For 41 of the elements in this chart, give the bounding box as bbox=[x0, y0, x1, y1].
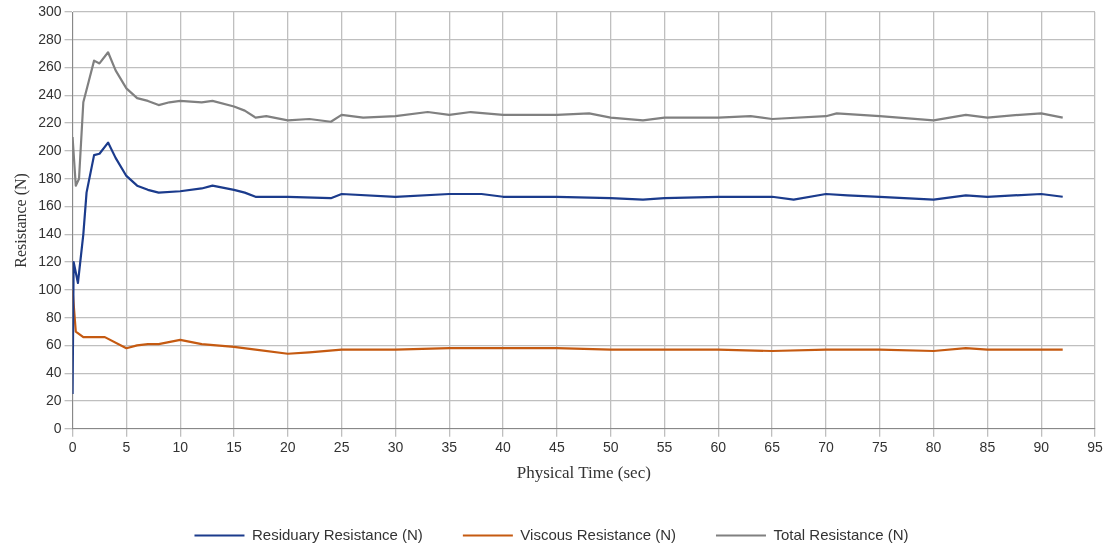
x-tick-label: 65 bbox=[764, 439, 781, 456]
y-tick-label: 60 bbox=[45, 336, 62, 353]
x-tick-label: 30 bbox=[387, 439, 404, 456]
legend-label: Viscous Resistance (N) bbox=[520, 525, 676, 543]
y-tick-label: 240 bbox=[38, 86, 62, 103]
y-tick-label: 300 bbox=[38, 2, 62, 19]
x-tick-label: 5 bbox=[122, 439, 131, 456]
y-tick-label: 260 bbox=[38, 58, 62, 75]
x-axis-title: Physical Time (sec) bbox=[516, 463, 651, 483]
y-tick-label: 40 bbox=[45, 364, 62, 381]
x-tick-label: 80 bbox=[925, 439, 942, 456]
x-tick-label: 50 bbox=[602, 439, 619, 456]
x-tick-label: 45 bbox=[549, 439, 565, 456]
y-tick-label: 0 bbox=[53, 419, 62, 436]
x-tick-label: 20 bbox=[280, 439, 296, 456]
y-tick-label: 180 bbox=[38, 169, 62, 186]
x-tick-label: 60 bbox=[710, 439, 727, 456]
y-axis-title: Resistance (N) bbox=[11, 173, 30, 268]
y-tick-label: 100 bbox=[38, 280, 62, 297]
y-tick-label: 280 bbox=[38, 30, 62, 47]
x-tick-label: 25 bbox=[333, 439, 350, 456]
x-tick-label: 75 bbox=[871, 439, 888, 456]
x-tick-label: 85 bbox=[979, 439, 996, 456]
y-tick-label: 80 bbox=[45, 308, 62, 325]
x-tick-label: 15 bbox=[226, 439, 242, 456]
x-tick-label: 10 bbox=[172, 439, 189, 456]
x-tick-label: 0 bbox=[68, 439, 77, 456]
legend-label: Residuary Resistance (N) bbox=[251, 525, 423, 543]
x-tick-label: 35 bbox=[441, 439, 458, 456]
y-tick-label: 200 bbox=[38, 141, 62, 158]
x-tick-label: 95 bbox=[1087, 439, 1103, 456]
legend-label: Total Resistance (N) bbox=[773, 525, 909, 543]
y-tick-label: 20 bbox=[45, 391, 62, 408]
x-tick-label: 70 bbox=[818, 439, 834, 456]
y-tick-label: 220 bbox=[38, 114, 62, 131]
y-tick-label: 160 bbox=[38, 197, 62, 214]
x-tick-label: 90 bbox=[1033, 439, 1050, 456]
x-tick-label: 55 bbox=[656, 439, 673, 456]
x-tick-label: 40 bbox=[495, 439, 512, 456]
y-tick-label: 140 bbox=[38, 225, 62, 242]
y-tick-label: 120 bbox=[38, 252, 62, 269]
